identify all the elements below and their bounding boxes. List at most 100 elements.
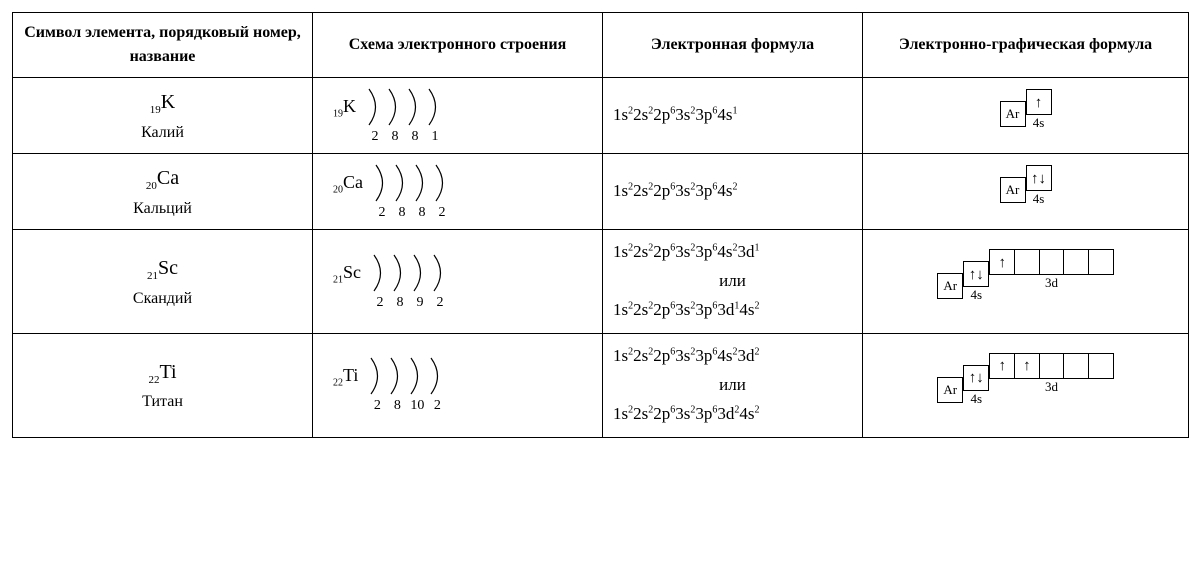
shell-count: 9 (417, 295, 424, 311)
shell-arc: 10 (408, 356, 426, 414)
shell-count: 8 (399, 205, 406, 221)
scheme-symbol: 21Sc (333, 253, 367, 286)
shell-arc: 2 (431, 253, 449, 311)
element-symbol: 20Ca (23, 162, 302, 196)
shell-count: 8 (412, 129, 419, 145)
block-label: 4s (1033, 192, 1045, 206)
shell-arc: 2 (433, 163, 451, 221)
scheme-symbol: 19K (333, 87, 362, 120)
cell-graphic: Ar↑↓4s↑↑3d (863, 334, 1189, 438)
cell-scheme: 22Ti28102 (313, 334, 603, 438)
cell-formula: 1s22s22p63s23p64s1 (603, 78, 863, 154)
electron-graphic: Ar↑↓4s↑3d (937, 249, 1113, 314)
noble-core-block: Ar (937, 273, 963, 314)
header-col2: Схема электронного строения (313, 13, 603, 78)
electron-graphic: Ar↑↓4s↑↑3d (937, 353, 1113, 418)
cell-element: 22TiТитан (13, 334, 313, 438)
formula-line: 1s22s22p63s23p63d24s2 (613, 400, 852, 429)
orbital-box (1088, 353, 1114, 379)
cell-element: 20CaКальций (13, 154, 313, 230)
shell-arcs: 28102 (368, 356, 446, 414)
cell-formula: 1s22s22p63s23p64s23d2или1s22s22p63s23p63… (603, 334, 863, 438)
orbital-box: ↑↓ (963, 365, 989, 391)
shell-count: 1 (432, 129, 439, 145)
electron-structure-table: Символ элемента, порядковый номер, назва… (12, 12, 1189, 438)
noble-core-block: Ar (937, 377, 963, 418)
shell-arcs: 2882 (373, 163, 451, 221)
block-label: 4s (1033, 116, 1045, 130)
cell-formula: 1s22s22p63s23p64s23d1или1s22s22p63s23p63… (603, 230, 863, 334)
orbital-4s-block: ↑4s (1026, 89, 1052, 130)
orbital-4s-block: ↑↓4s (1026, 165, 1052, 206)
orbital-box (1063, 353, 1089, 379)
shell-scheme: 21Sc2892 (323, 253, 449, 311)
shell-arc: 2 (366, 87, 384, 145)
header-col4: Электронно-графическая формула (863, 13, 1189, 78)
shell-arc: 2 (371, 253, 389, 311)
element-name: Скандий (23, 286, 302, 312)
noble-core-box: Ar (1000, 177, 1026, 203)
header-col1: Символ элемента, порядковый номер, назва… (13, 13, 313, 78)
formula-or: или (613, 371, 852, 400)
orbital-box (1063, 249, 1089, 275)
shell-count: 10 (410, 398, 424, 414)
cell-graphic: Ar↑↓4s (863, 154, 1189, 230)
electron-graphic: Ar↑4s (1000, 89, 1052, 142)
shell-arc: 8 (393, 163, 411, 221)
cell-scheme: 21Sc2892 (313, 230, 603, 334)
noble-core-box: Ar (1000, 101, 1026, 127)
cell-graphic: Ar↑4s (863, 78, 1189, 154)
block-label: 4s (971, 392, 983, 406)
orbital-3d-block: ↑3d (989, 249, 1113, 290)
shell-arc: 8 (406, 87, 424, 145)
shell-count: 2 (379, 205, 386, 221)
block-label: 4s (971, 288, 983, 302)
shell-scheme: 19K2881 (323, 87, 444, 145)
element-symbol: 22Ti (23, 356, 302, 390)
formula-line: 1s22s22p63s23p64s23d2 (613, 342, 852, 371)
shell-count: 2 (372, 129, 379, 145)
formula-or: или (613, 267, 852, 296)
table-row: 20CaКальций20Ca28821s22s22p63s23p64s2Ar↑… (13, 154, 1189, 230)
shell-scheme: 22Ti28102 (323, 356, 446, 414)
electron-formula: 1s22s22p63s23p64s23d1или1s22s22p63s23p63… (613, 238, 852, 325)
shell-arc: 2 (428, 356, 446, 414)
orbital-box (1014, 249, 1040, 275)
shell-arc: 9 (411, 253, 429, 311)
noble-core-box: Ar (937, 377, 963, 403)
element-symbol: 19K (23, 86, 302, 120)
orbital-3d-block: ↑↑3d (989, 353, 1113, 394)
shell-arc: 2 (368, 356, 386, 414)
orbital-box: ↑↓ (1026, 165, 1052, 191)
shell-count: 2 (439, 205, 446, 221)
element-name: Титан (23, 389, 302, 415)
header-col3: Электронная формула (603, 13, 863, 78)
orbital-4s-block: ↑↓4s (963, 365, 989, 406)
orbital-box: ↑ (1014, 353, 1040, 379)
shell-arcs: 2881 (366, 87, 444, 145)
shell-count: 2 (437, 295, 444, 311)
shell-count: 8 (419, 205, 426, 221)
shell-count: 2 (434, 398, 441, 414)
cell-formula: 1s22s22p63s23p64s2 (603, 154, 863, 230)
shell-count: 8 (394, 398, 401, 414)
electron-graphic: Ar↑↓4s (1000, 165, 1052, 218)
shell-arc: 8 (391, 253, 409, 311)
cell-element: 21ScСкандий (13, 230, 313, 334)
noble-core-block: Ar (1000, 177, 1026, 218)
shell-arc: 1 (426, 87, 444, 145)
cell-scheme: 20Ca2882 (313, 154, 603, 230)
orbital-box: ↑ (1026, 89, 1052, 115)
block-label: 3d (1045, 276, 1058, 290)
table-row: 19KКалий19K28811s22s22p63s23p64s1Ar↑4s (13, 78, 1189, 154)
orbital-box (1039, 249, 1065, 275)
shell-arc: 8 (386, 87, 404, 145)
table-row: 22TiТитан22Ti281021s22s22p63s23p64s23d2и… (13, 334, 1189, 438)
orbital-4s-block: ↑↓4s (963, 261, 989, 302)
orbital-box (1039, 353, 1065, 379)
noble-core-box: Ar (937, 273, 963, 299)
shell-scheme: 20Ca2882 (323, 163, 451, 221)
element-symbol: 21Sc (23, 252, 302, 286)
shell-arc: 8 (388, 356, 406, 414)
shell-arcs: 2892 (371, 253, 449, 311)
